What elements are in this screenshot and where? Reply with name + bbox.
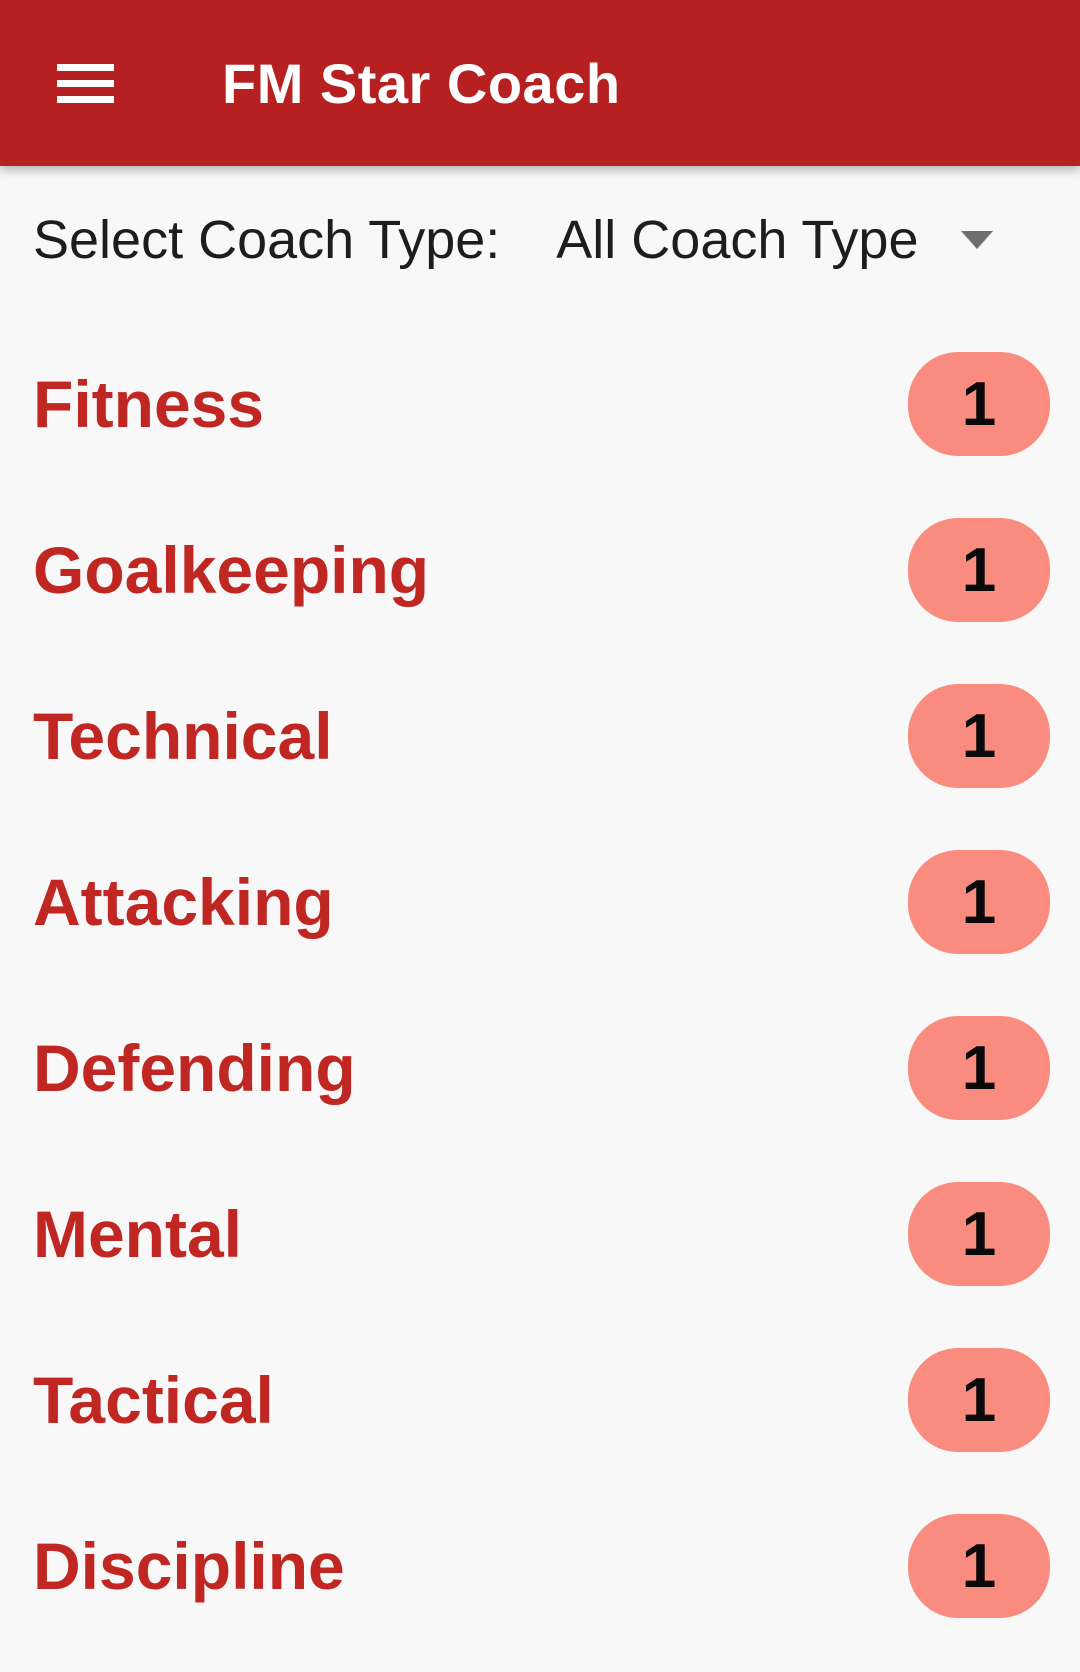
category-label: Goalkeeping <box>33 533 430 607</box>
coach-category-row[interactable]: Defending 1 <box>0 985 1080 1151</box>
app-title: FM Star Coach <box>222 51 621 115</box>
coach-category-row[interactable]: Technical 1 <box>0 653 1080 819</box>
dropdown-arrow-icon <box>961 231 993 249</box>
category-list: Fitness 1 Goalkeeping 1 Technical 1 Atta… <box>0 321 1080 1649</box>
category-label: Attacking <box>33 865 334 939</box>
category-label: Technical <box>33 699 333 773</box>
coach-category-row[interactable]: Mental 1 <box>0 1151 1080 1317</box>
category-label: Mental <box>33 1197 243 1271</box>
category-count-badge: 1 <box>908 518 1050 622</box>
category-count-badge: 1 <box>908 1514 1050 1618</box>
category-count-badge: 1 <box>908 1016 1050 1120</box>
hamburger-bar <box>57 95 114 103</box>
category-label: Tactical <box>33 1363 274 1437</box>
appbar: FM Star Coach <box>0 0 1080 166</box>
coach-type-spinner[interactable]: All Coach Type <box>500 209 993 271</box>
category-count-badge: 1 <box>908 684 1050 788</box>
coach-type-filter-row: Select Coach Type: All Coach Type <box>0 205 1080 275</box>
coach-type-selected-value: All Coach Type <box>556 210 919 270</box>
category-label: Discipline <box>33 1529 345 1603</box>
category-count-badge: 1 <box>908 1182 1050 1286</box>
category-label: Fitness <box>33 367 265 441</box>
category-count-badge: 1 <box>908 352 1050 456</box>
category-count-badge: 1 <box>908 1348 1050 1452</box>
hamburger-bar <box>57 63 114 71</box>
coach-category-row[interactable]: Goalkeeping 1 <box>0 487 1080 653</box>
coach-type-label: Select Coach Type: <box>33 210 501 270</box>
hamburger-bar <box>57 79 114 87</box>
coach-category-row[interactable]: Fitness 1 <box>0 321 1080 487</box>
coach-category-row[interactable]: Discipline 1 <box>0 1483 1080 1649</box>
category-label: Defending <box>33 1031 356 1105</box>
coach-category-row[interactable]: Attacking 1 <box>0 819 1080 985</box>
hamburger-menu-icon[interactable] <box>57 63 114 103</box>
category-count-badge: 1 <box>908 850 1050 954</box>
coach-category-row[interactable]: Tactical 1 <box>0 1317 1080 1483</box>
